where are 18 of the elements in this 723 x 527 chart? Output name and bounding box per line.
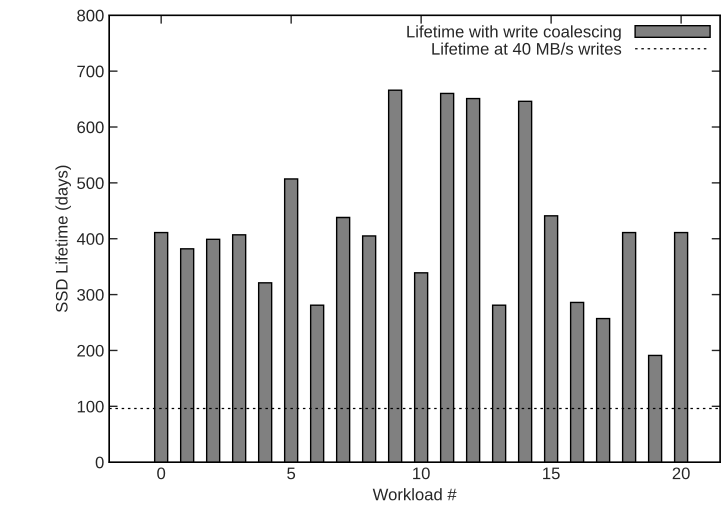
x-tick-label: 0 xyxy=(157,467,166,480)
y-tick-label: 100 xyxy=(78,400,104,413)
x-tick-label: 20 xyxy=(672,467,690,480)
legend-label: Lifetime at 40 MB/s writes xyxy=(432,42,622,55)
legend-label: Lifetime with write coalescing xyxy=(407,25,621,41)
x-tick-label: 10 xyxy=(413,467,430,480)
x-axis-title: Workload # xyxy=(372,488,457,500)
y-tick-label: 700 xyxy=(77,66,104,78)
y-tick-label: 200 xyxy=(77,344,104,357)
y-tick-label: 800 xyxy=(77,10,104,22)
x-tick-label: 5 xyxy=(287,468,296,480)
y-tick-label: 300 xyxy=(77,288,104,301)
y-tick-label: 400 xyxy=(76,233,104,245)
y-tick-label: 500 xyxy=(77,177,104,190)
x-tick-label: 15 xyxy=(543,468,560,480)
y-tick-label: 600 xyxy=(77,121,104,134)
y-tick-label: 0 xyxy=(96,456,104,468)
y-axis-title: SSD Lifetime (days) xyxy=(55,166,71,312)
